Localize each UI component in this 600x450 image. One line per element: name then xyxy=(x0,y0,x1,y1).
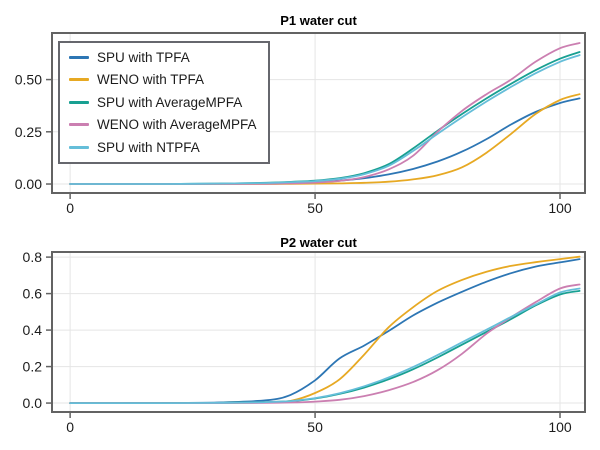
legend-label: SPU with TPFA xyxy=(97,49,190,65)
p1-panel: P1 water cut 0 50 100 0.00 0.25 0.50 SPU with… xyxy=(15,13,586,216)
legend-line-spu-averagempfa xyxy=(69,100,89,104)
y-tick-label: 0.6 xyxy=(23,286,43,302)
legend-item-spu-ntpfa: SPU with NTPFA xyxy=(69,136,257,159)
series-line-spu-with-averagempfa xyxy=(69,290,581,404)
y-tick-label: 0.0 xyxy=(23,395,43,411)
p1-chart-canvas: 0 50 100 0.00 0.25 0.50 xyxy=(15,32,586,216)
legend-item-weno-tpfa: WENO with TPFA xyxy=(69,69,257,92)
axis-frame xyxy=(51,32,586,194)
legend-item-spu-averagempfa: SPU with AverageMPFA xyxy=(69,91,257,114)
legend-line-spu-tpfa xyxy=(69,55,89,59)
legend-item-spu-tpfa: SPU with TPFA xyxy=(69,46,257,69)
x-tick-label: 50 xyxy=(307,200,323,216)
legend-label: SPU with NTPFA xyxy=(97,139,200,155)
legend-label: WENO with AverageMPFA xyxy=(97,117,257,133)
y-tick-label: 0.00 xyxy=(15,176,42,192)
series-line-spu-with-ntpfa xyxy=(69,54,581,185)
legend-line-spu-ntpfa xyxy=(69,145,89,149)
y-tick-label: 0.25 xyxy=(15,124,42,140)
axis-ticks: 0 50 100 0.0 0.2 0.4 0.6 0.8 xyxy=(23,249,572,435)
legend: SPU with TPFA WENO with TPFA SPU with Av… xyxy=(58,41,270,164)
legend-line-weno-averagempfa xyxy=(69,123,89,127)
x-tick-label: 100 xyxy=(548,419,572,435)
legend-label: SPU with AverageMPFA xyxy=(97,94,243,110)
y-tick-label: 0.50 xyxy=(15,72,42,88)
legend-label: WENO with TPFA xyxy=(97,72,205,88)
axis-frame xyxy=(51,251,586,413)
x-tick-label: 0 xyxy=(66,419,74,435)
series-line-weno-with-averagempfa xyxy=(69,283,581,404)
p2-panel: P2 water cut 0 50 100 0.0 0.2 0.4 0.6 0.8 xyxy=(0,225,600,450)
x-tick-label: 50 xyxy=(307,419,323,435)
series-line-spu-with-ntpfa xyxy=(69,287,581,404)
x-tick-label: 100 xyxy=(548,200,572,216)
p1-title: P1 water cut xyxy=(280,13,357,28)
p2-chart-canvas: 0 50 100 0.0 0.2 0.4 0.6 0.8 xyxy=(23,249,586,435)
y-tick-label: 0.4 xyxy=(23,322,43,338)
legend-item-weno-averagempfa: WENO with AverageMPFA xyxy=(69,114,257,137)
legend-line-weno-tpfa xyxy=(69,78,89,82)
p2-title: P2 water cut xyxy=(280,235,357,250)
y-tick-label: 0.8 xyxy=(23,249,43,265)
axis-ticks: 0 50 100 0.00 0.25 0.50 xyxy=(15,72,572,216)
x-tick-label: 0 xyxy=(66,200,74,216)
y-tick-label: 0.2 xyxy=(23,359,43,375)
series-line-spu-with-tpfa xyxy=(69,258,581,404)
